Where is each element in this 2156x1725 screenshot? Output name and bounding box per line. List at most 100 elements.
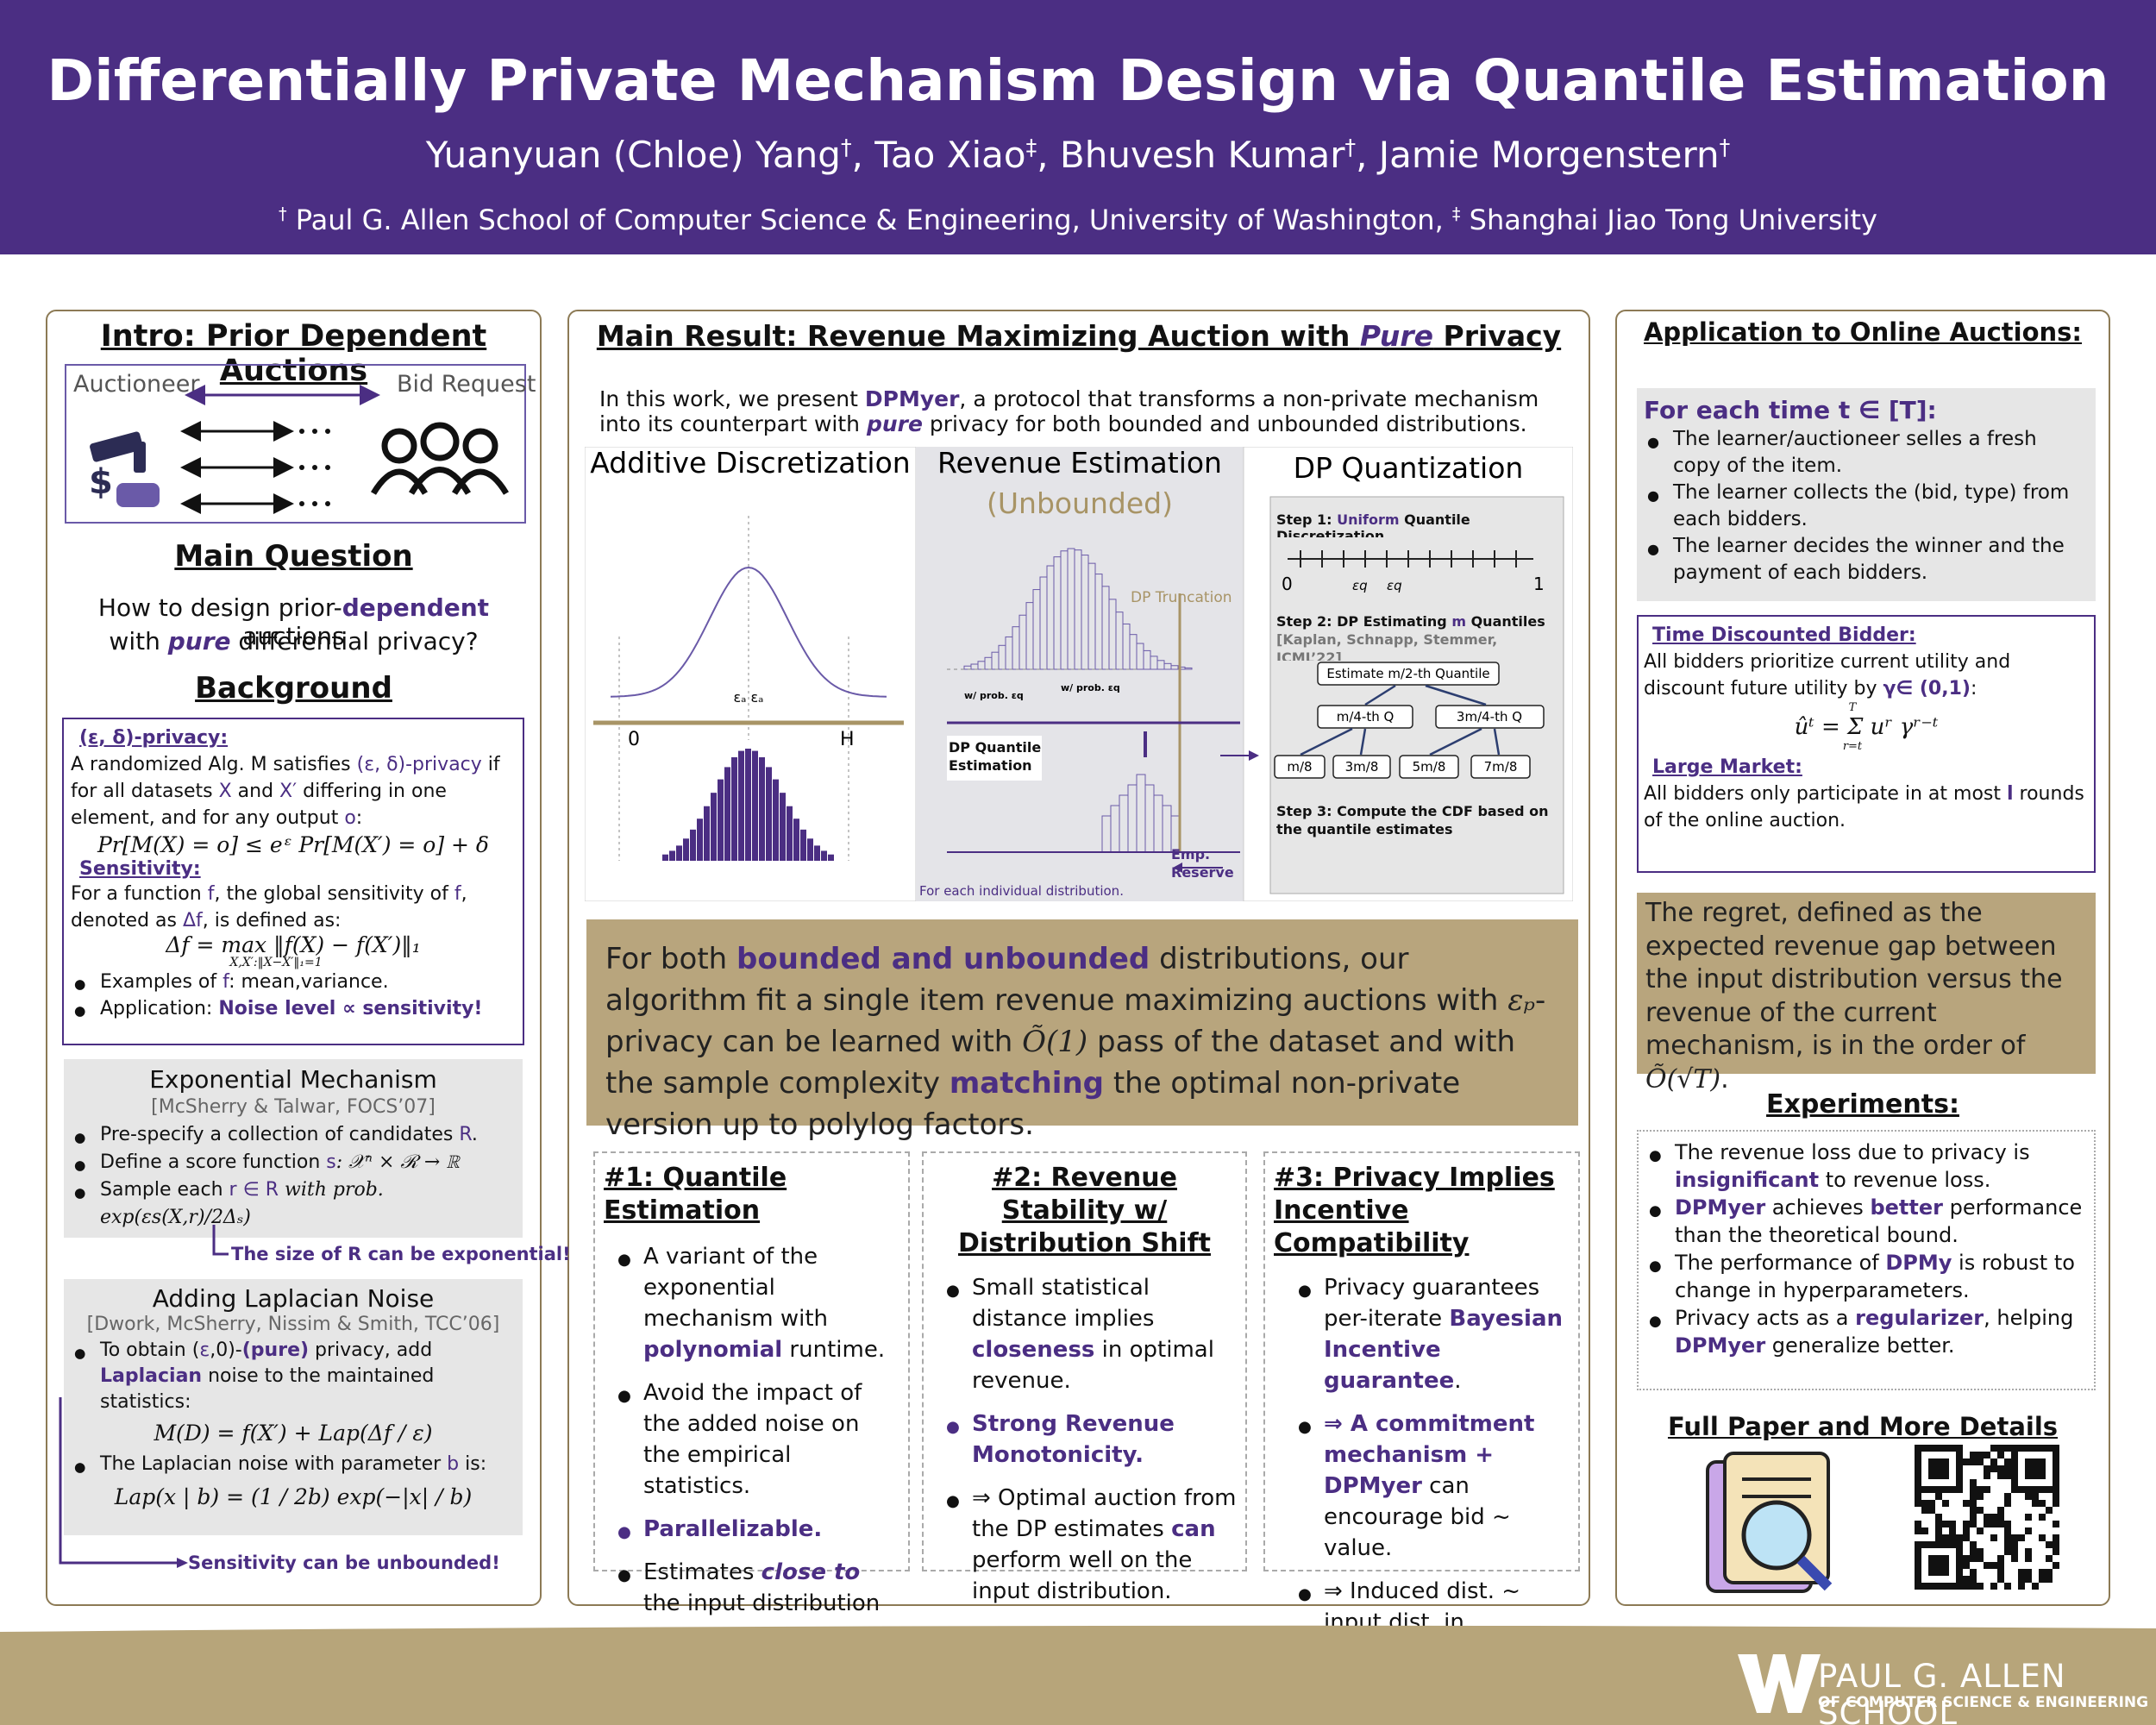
text-run: Õ(1): [1022, 1025, 1088, 1059]
bullet-item: DPMyer achieves better performance than …: [1645, 1194, 2087, 1249]
annotation: Emp. Reserve: [1171, 846, 1234, 881]
decoration: [1963, 1555, 1970, 1562]
note: The size of R can be exponential!: [231, 1244, 571, 1264]
formula: ûᵗ = Σ uʳ γʳ⁻ᵗ: [1794, 714, 1939, 740]
bullet-item: ⇒ A commitment mechanism + DPMyer can en…: [1294, 1408, 1570, 1564]
text-run: DPMyer: [1675, 1333, 1766, 1358]
box-title: (ε, δ)-privacy:: [79, 727, 229, 749]
text-run: ⇒ A commitment mechanism + DPMyer: [1324, 1411, 1535, 1499]
decoration: [711, 793, 717, 861]
decoration: [1977, 1452, 1984, 1458]
decoration: [1977, 1486, 1984, 1493]
note: Sensitivity can be unbounded!: [188, 1552, 500, 1573]
decoration: [2032, 1500, 2039, 1507]
decoration: [2032, 1493, 2039, 1500]
decoration: [1970, 1576, 1977, 1583]
decoration: [2011, 1555, 2018, 1562]
decoration: [2039, 1500, 2046, 1507]
text-run: the input distribution: [643, 1590, 881, 1616]
decoration: [2046, 1507, 2053, 1514]
decoration: [2018, 1576, 2025, 1583]
time-box: For each time t ∈ [T]: The learner/aucti…: [1637, 388, 2096, 601]
decoration: [2011, 1534, 2018, 1541]
decoration: [759, 756, 765, 861]
decoration: [2025, 1514, 2032, 1521]
bullet-item: A variant of the exponential mechanism w…: [614, 1241, 899, 1365]
decoration: [1984, 1514, 1990, 1521]
decoration: [1928, 1507, 1935, 1514]
annotation: For each individual distribution.: [919, 883, 1124, 899]
decoration: [683, 838, 689, 861]
decoration: [2032, 1583, 2039, 1590]
decoration: [1942, 1534, 1949, 1541]
panel-title: DP Quantization: [1294, 451, 1524, 485]
decoration: [1997, 1472, 2004, 1479]
decoration: [2039, 1514, 2046, 1521]
text-run: (pure): [241, 1339, 310, 1361]
decoration: [2053, 1521, 2059, 1527]
label: Bid Request: [397, 371, 536, 398]
decoration: [1935, 1534, 1942, 1541]
text-run: -privacy can be learned with: [605, 983, 1546, 1059]
bullet-item: Strong Revenue Monotonicity.: [943, 1408, 1237, 1471]
text-run: †: [840, 135, 852, 160]
decoration: [773, 779, 779, 861]
bullet-item: ⇒ Optimal auction from the DP estimates …: [943, 1483, 1237, 1607]
decoration: [1956, 1534, 1963, 1541]
decoration: [1963, 1534, 1970, 1541]
text: Avoid the impact of the added noise on t…: [643, 1380, 862, 1499]
card: #2: Revenue Stability w/ Distribution Sh…: [922, 1151, 1247, 1604]
text: To obtain (ε,0)-(pure) privacy, add Lapl…: [100, 1339, 434, 1413]
eps-label: εₐ εₐ: [734, 689, 764, 706]
text-run: if for all datasets: [71, 754, 500, 802]
text-run: is robust to change in hyperparameters.: [1675, 1251, 2075, 1302]
text-run: distributions, our algorithm fit a singl…: [605, 942, 1508, 1018]
text: Privacy acts as a regularizer, helping D…: [1675, 1306, 2073, 1358]
decoration: [2053, 1534, 2059, 1541]
regret-box: The regret, defined as the expected reve…: [1637, 893, 2096, 1095]
text-run: Examples of: [100, 971, 223, 993]
text-run: , Tao Xiao: [851, 134, 1026, 176]
text-run: :: [1970, 678, 1977, 699]
citation: [Kaplan, Schnapp, Stemmer, ICML’22]: [1276, 631, 1498, 661]
bullet-item: Privacy guarantees per-iterate Bayesian …: [1294, 1272, 1570, 1396]
text-run: regularizer: [1855, 1306, 1984, 1330]
experiments-box: The revenue loss due to privacy is insig…: [1637, 1130, 2096, 1390]
text-run: γ∈ (0,1): [1883, 678, 1971, 699]
decoration: [2053, 1493, 2059, 1500]
decoration: [1942, 1500, 1949, 1507]
decoration: [1997, 1576, 2004, 1583]
text-run: Avoid the impact of the added noise on t…: [643, 1380, 862, 1499]
bullet-item: Define a score function s: 𝒳ⁿ × ℛ → ℝ: [71, 1149, 516, 1179]
decoration: [1970, 1479, 1977, 1486]
annotation: w/ prob. εq: [964, 690, 1024, 701]
text: DPMyer achieves better performance than …: [1675, 1195, 2082, 1247]
decoration: [1949, 1534, 1956, 1541]
tree-node: 3m/4-th Q: [1457, 709, 1522, 724]
text-run: in optimal revenue.: [972, 1337, 1214, 1394]
text-run: better: [1870, 1195, 1943, 1220]
dp-box: (ε, δ)-privacy: A randomized Alg. M sati…: [62, 718, 524, 1045]
text-run: ‡: [1451, 204, 1461, 224]
text-run: f: [454, 883, 461, 905]
decoration: [1977, 1548, 1984, 1555]
section-heading: Intro: Prior Dependent Auctions: [100, 319, 487, 388]
text-run: privacy, add: [309, 1339, 433, 1361]
text: Pre-specify a collection of candidates R…: [100, 1124, 478, 1145]
bullet-item: The learner collects the (bid, type) fro…: [1644, 480, 2089, 533]
decoration: [1963, 1527, 1970, 1534]
text-run: b: [447, 1453, 460, 1475]
text-run: Parallelizable.: [643, 1516, 823, 1542]
text-run: , a protocol that transforms a non-priva…: [599, 386, 1539, 436]
bullet-item: Estimates close to the input distributio…: [614, 1557, 899, 1619]
text-run: with prob. exp(εs(X,r)/2Δₛ): [100, 1179, 384, 1228]
text-run: Step 1:: [1276, 511, 1338, 528]
paragraph: A randomized Alg. M satisfies (ε, δ)-pri…: [71, 751, 516, 831]
lap-box: Adding Laplacian Noise [Dwork, McSherry,…: [64, 1279, 523, 1535]
decoration: [1921, 1500, 1928, 1507]
text-run: Define a score function: [100, 1151, 327, 1173]
text-run: Bayesian Incentive guarantee: [1324, 1306, 1563, 1394]
annotation: DP Truncation: [1131, 589, 1232, 606]
formula: Pr[M(X) = o] ≤ eᵋ Pr[M(X′) = o] + δ: [97, 832, 489, 857]
text-run: dependent: [342, 593, 490, 622]
